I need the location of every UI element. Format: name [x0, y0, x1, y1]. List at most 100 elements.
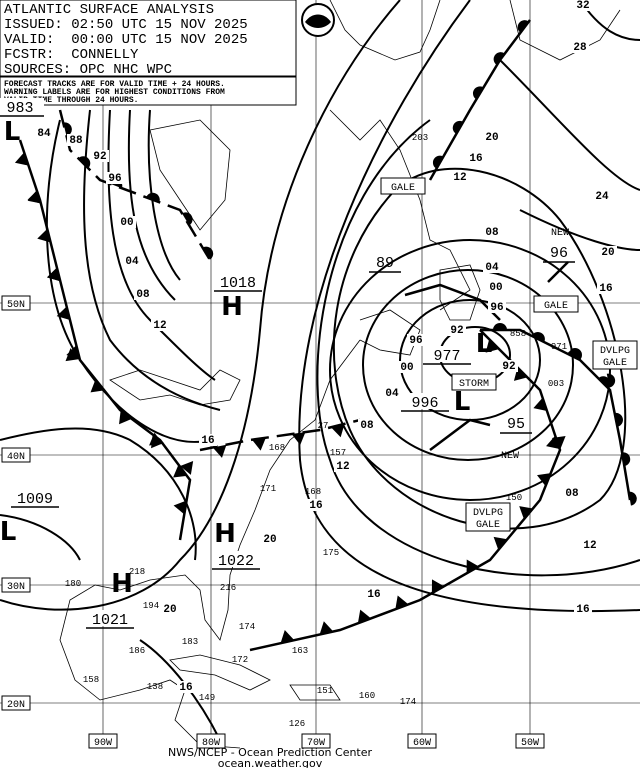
warm-front-semicircle: [78, 156, 91, 169]
warning-box: [465, 502, 511, 532]
warning-label: DVLPG: [600, 346, 630, 357]
isobar-label-bg: [500, 360, 518, 372]
cold-front-triangle: [37, 228, 51, 243]
isobar-label: 96: [409, 335, 422, 347]
warm-front-semicircle: [628, 491, 637, 506]
pressure-label-box: [86, 610, 134, 626]
cold-front-triangle: [212, 444, 227, 458]
station-value: 174: [400, 697, 416, 707]
warm-front-semicircle: [63, 122, 72, 137]
warm-front-semicircle: [622, 452, 631, 467]
isobar-label-bg: [134, 288, 152, 300]
warm-front-semicircle: [493, 323, 507, 330]
warm-front-semicircle: [472, 86, 484, 100]
isobar-label-bg: [563, 487, 581, 499]
warning-label: STORM: [459, 379, 489, 390]
isobar-label: 20: [263, 534, 276, 546]
isobar-label: 92: [502, 361, 515, 373]
pressure-center-symbol: H: [221, 292, 243, 322]
station-value: 168: [305, 487, 321, 497]
isobar-label: 20: [601, 247, 614, 259]
header-title: ATLANTIC SURFACE ANALYSIS: [4, 2, 214, 18]
note-box: [0, 76, 297, 106]
warm-front-semicircle: [570, 347, 582, 360]
isobar-label: 96: [490, 302, 503, 314]
isobar-label: 04: [385, 388, 399, 400]
isobar-label-bg: [451, 171, 469, 183]
isobar-label-bg: [407, 334, 425, 346]
isobar-label-bg: [91, 150, 109, 162]
storm-track: [547, 261, 569, 283]
footer-url: ocean.weather.gov: [218, 757, 323, 768]
pressure-center-value: 1022: [218, 553, 254, 570]
cold-front-triangle: [291, 432, 306, 445]
isobar-label: 16: [309, 500, 322, 512]
isobar-label: 16: [367, 589, 380, 601]
station-value: 168: [269, 443, 285, 453]
fronts: [14, 19, 637, 652]
pressure-center-value: 1018: [220, 275, 256, 292]
header-sources: SOURCES: OPC NHC WPC: [4, 62, 172, 78]
isobar-label-bg: [307, 499, 325, 511]
cold-front-triangle: [357, 609, 372, 624]
station-value: 149: [199, 693, 215, 703]
warm-front-semicircle: [606, 373, 616, 388]
note-line: FORECAST TRACKS ARE FOR VALID TIME + 24 …: [4, 80, 225, 89]
cold-front-triangle: [149, 432, 163, 446]
isobar-label: 16: [201, 435, 214, 447]
isobar-label-bg: [151, 319, 169, 331]
isobar-label: 16: [469, 153, 482, 165]
isobar-label: 16: [576, 604, 589, 616]
cold-front-triangle: [519, 506, 533, 520]
isobar-label-bg: [123, 255, 141, 267]
isobar: [316, 119, 640, 577]
front-line: [428, 19, 531, 181]
cold-front-triangle: [90, 379, 105, 393]
forecast-position: 89: [376, 255, 394, 272]
isobar-label: 16: [599, 283, 612, 295]
isobar-label: 16: [179, 682, 192, 694]
forecast-position: 96: [550, 245, 568, 262]
isobar-label-bg: [488, 301, 506, 313]
isobar-label-bg: [483, 131, 501, 143]
cold-front-triangle: [330, 423, 345, 438]
newfoundland: [439, 264, 481, 321]
us-east-coast: [59, 339, 361, 701]
warning-label: NEW: [551, 228, 569, 239]
isobar-label-bg: [398, 361, 416, 373]
isobar-label: 88: [69, 135, 83, 147]
warning-label: NEW: [501, 451, 519, 462]
header-issued: ISSUED: 02:50 UTC 15 NOV 2025: [4, 17, 248, 33]
warm-front-semicircle: [182, 212, 193, 226]
warning-label: DVLPG: [473, 508, 503, 519]
pressure-center-symbol: L: [4, 117, 21, 147]
great-lakes: [109, 369, 241, 406]
footer-agency: NWS/NCEP - Ocean Prediction Center: [168, 746, 373, 759]
isobar-label: 00: [489, 282, 502, 294]
pressure-center-symbol: L: [476, 329, 493, 359]
warning-label: GALE: [476, 520, 500, 531]
isobar-label: 08: [136, 289, 150, 301]
pressure-center-value: 996: [411, 395, 438, 412]
labrador-coast: [329, 109, 471, 311]
cuba: [169, 654, 271, 691]
isobar-label: 08: [565, 488, 579, 500]
grid-label-box: [1, 577, 31, 593]
grid-label-box: [515, 733, 545, 749]
isobar: [298, 0, 640, 613]
isobar-label: 28: [573, 42, 587, 54]
isobar-label: 12: [453, 172, 466, 184]
isobar-label: 20: [163, 604, 176, 616]
cold-front-triangle: [537, 473, 551, 487]
isobar-label: 00: [400, 362, 413, 374]
latitude-label: 40N: [7, 452, 25, 463]
cold-front-triangle: [395, 595, 409, 610]
isobar: [0, 0, 401, 611]
longitude-label: 90W: [94, 738, 112, 749]
isobar-label: 96: [108, 173, 121, 185]
longitude-label: 70W: [307, 738, 325, 749]
isobar: [0, 514, 81, 561]
pressure-label-box: [212, 551, 260, 567]
isobar-label: 84: [37, 128, 51, 140]
pressure-center-value: 983: [6, 100, 33, 117]
